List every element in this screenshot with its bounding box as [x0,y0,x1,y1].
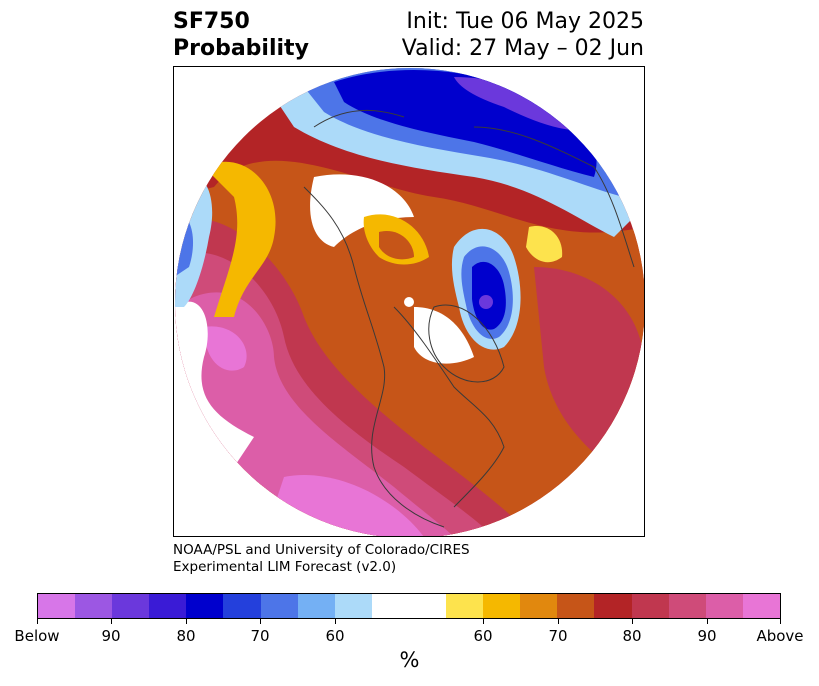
colorbar-tick-label: 90 [101,627,121,645]
colorbar-tick [186,619,187,624]
colorbar-tick-label: 60 [325,627,345,645]
colorbar-tick-label: Below [14,627,60,645]
colorbar-swatch [520,594,558,618]
colorbar-ticks: Below 90 80 70 60 60 70 80 90 Above [14,619,804,649]
colorbar-unit-label: % [399,648,420,672]
above-60-scandinavia [526,226,563,263]
colorbar-swatch [334,594,372,618]
colorbar-swatch [149,594,187,618]
siberia-coast [313,109,405,128]
colorbar-swatch [408,594,447,618]
colorbar-swatch [38,594,76,618]
colorbar-swatch [742,594,780,618]
colorbar-swatch [260,594,298,618]
colorbar-tick-label: 70 [250,627,270,645]
below-90-greenland [479,295,493,309]
colorbar-swatch [557,594,595,618]
colorbar-tick [483,619,484,624]
colorbar-tick-label: 70 [548,627,568,645]
credit-line-1: NOAA/PSL and University of Colorado/CIRE… [173,542,470,558]
colorbar-tick-label: 60 [473,627,493,645]
probability-map [173,66,645,537]
north-pole-marker [404,297,414,307]
colorbar-tick [260,619,261,624]
coastlines [303,109,635,528]
colorbar-tick-label: 80 [176,627,196,645]
colorbar-tick [111,619,112,624]
colorbar-tick [558,619,559,624]
colorbar-tick [335,619,336,624]
above-70-arctic-ocean [379,231,414,260]
credit-text: NOAA/PSL and University of Colorado/CIRE… [173,542,470,576]
colorbar-swatch [705,594,743,618]
colorbar-swatch [186,594,224,618]
eurasia-north-coast [473,126,635,268]
colorbar-swatch [112,594,150,618]
colorbar-swatch [446,594,484,618]
credit-line-2: Experimental LIM Forecast (v2.0) [173,559,397,575]
colorbar-tick-label: Above [756,627,804,645]
above-95-pacific [204,326,247,371]
colorbar-swatch [75,594,113,618]
polar-map-svg [175,68,644,536]
colorbar-tick [632,619,633,624]
variable-title: SF750 [173,9,250,34]
colorbar-tick [707,619,708,624]
colorbar-swatch [371,594,409,618]
colorbar-tick [780,619,781,624]
colorbar-swatch [668,594,706,618]
colorbar-swatch [594,594,632,618]
north-america-west-coast [303,186,445,528]
colorbar-tick-label: 90 [697,627,717,645]
colorbar-swatch [483,594,521,618]
neutral-canada [310,174,414,247]
colorbar-swatch [223,594,261,618]
colorbar-swatch [631,594,669,618]
north-america-east-coast [393,306,505,508]
valid-date: Valid: 27 May – 02 Jun [401,36,644,61]
chart-title-left: SF750 Probability [173,8,309,62]
colorbar [37,593,781,619]
greenland-outline [428,304,505,383]
colorbar-swatch [297,594,335,618]
chart-title-right: Init: Tue 06 May 2025 Valid: 27 May – 02… [402,8,644,62]
colorbar-tick [37,619,38,624]
above-60-west [204,161,276,317]
colorbar-tick-label: 80 [622,627,642,645]
quantity-title: Probability [173,36,309,61]
init-date: Init: Tue 06 May 2025 [406,9,644,34]
